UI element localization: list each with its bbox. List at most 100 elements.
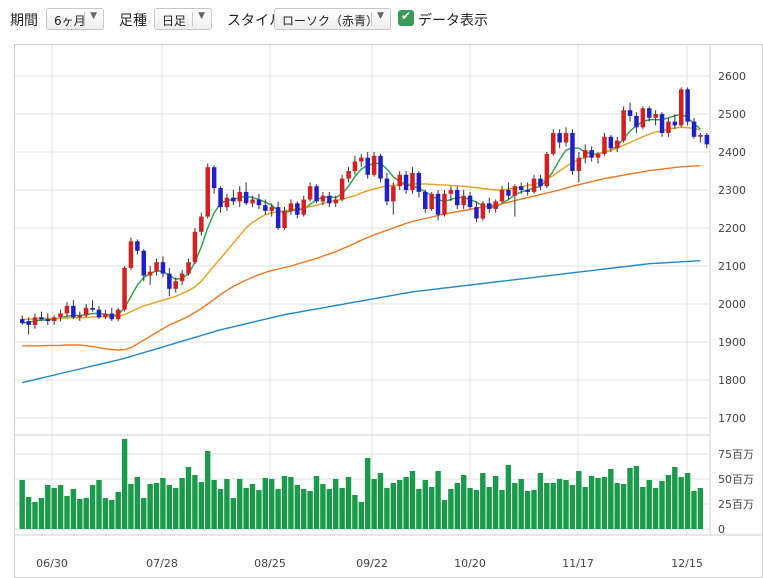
volume-bar: [365, 458, 371, 529]
volume-bar: [230, 498, 236, 529]
candle-body: [423, 191, 428, 209]
candle-body: [237, 191, 242, 202]
x-tick-label: 09/22: [356, 557, 388, 570]
volume-bar: [448, 489, 454, 529]
volume-bar: [243, 488, 249, 529]
volume-bar: [582, 487, 588, 529]
period-select[interactable]: 6ヶ月 ▼: [46, 8, 104, 30]
candle-body: [704, 134, 710, 145]
volume-bar: [467, 488, 473, 529]
data-display-checkbox[interactable]: ✔: [398, 9, 414, 26]
moving-average-line: [22, 165, 701, 351]
volume-bar: [192, 475, 198, 529]
candle-body: [160, 262, 166, 274]
candle-body: [154, 262, 159, 272]
moving-average-line: [22, 260, 701, 384]
candle-body: [45, 319, 51, 322]
volume-bar: [352, 495, 358, 529]
volume-bar: [659, 481, 665, 529]
candle-body: [499, 190, 505, 202]
x-tick-label: 11/17: [562, 557, 594, 570]
candle-body: [525, 190, 530, 192]
candle-body: [698, 134, 703, 137]
volume-bar: [294, 485, 300, 529]
volume-bar: [473, 490, 480, 529]
candle-body: [52, 317, 57, 322]
y-tick-label: 2200: [718, 222, 746, 235]
candle-body: [563, 133, 569, 143]
volume-bar: [166, 485, 172, 529]
volume-bar: [281, 476, 288, 529]
volume-bar: [249, 484, 256, 529]
volume-bar: [441, 500, 448, 529]
candle-body: [493, 201, 498, 209]
volume-bar: [499, 490, 505, 529]
candle-body: [455, 190, 460, 206]
candle-body: [557, 133, 562, 143]
candle-body: [147, 271, 153, 276]
volume-bar: [486, 487, 492, 529]
candle-body: [250, 199, 255, 204]
y-tick-label: 2500: [718, 108, 746, 121]
candle-body: [109, 313, 114, 320]
candle-body: [352, 161, 358, 171]
volume-bar: [70, 489, 77, 529]
candle-type-select[interactable]: 日足 ▼: [154, 8, 212, 30]
candle-body: [602, 136, 607, 154]
candle-body: [275, 207, 281, 228]
candle-body: [467, 195, 473, 208]
x-tick-label: 06/30: [36, 557, 68, 570]
candle-body: [314, 186, 319, 202]
volume-bar: [358, 502, 364, 529]
volume-bar: [576, 471, 582, 529]
volume-bar: [147, 484, 153, 529]
volume-bar: [237, 479, 243, 529]
candle-body: [627, 110, 633, 116]
candle-body: [621, 110, 626, 141]
volume-bar: [307, 491, 313, 529]
volume-bar: [512, 483, 518, 529]
candle-body: [359, 157, 364, 162]
chevron-down-icon: ▼: [198, 11, 205, 21]
candle-body: [583, 150, 588, 158]
candle-body: [403, 174, 409, 190]
candle-type-label: 足種: [119, 13, 147, 29]
volume-bar: [288, 477, 294, 529]
select-divider: [371, 12, 372, 26]
volume-bar: [371, 479, 377, 529]
volume-bar: [339, 488, 345, 529]
candle-body: [531, 178, 537, 192]
candle-body: [224, 197, 230, 208]
candle-body: [231, 197, 236, 202]
volume-bar: [301, 489, 307, 529]
volume-bar: [173, 488, 179, 529]
candle-body: [295, 203, 300, 215]
checkmark-icon: ✔: [401, 9, 412, 23]
volume-bar: [435, 471, 441, 529]
volume-bar: [217, 489, 224, 529]
y-tick-label: 1800: [718, 374, 746, 387]
candle-body: [141, 250, 146, 276]
candle-body: [512, 186, 518, 196]
volume-bar: [684, 473, 691, 529]
candle-body: [205, 167, 210, 217]
volume-bar: [153, 483, 160, 529]
volume-bar: [128, 484, 134, 529]
candle-body: [346, 171, 351, 179]
chart-area[interactable]: 2600 2500 2400 2300 2200 2100 2000 1900 1800 1700…: [14, 44, 763, 578]
volume-bar: [480, 473, 486, 529]
data-display-label[interactable]: データ表示: [418, 13, 488, 29]
candle-body: [435, 193, 441, 215]
candle-body: [538, 178, 543, 187]
volume-bar: [588, 476, 595, 529]
volume-bar: [115, 492, 121, 529]
candle-body: [327, 195, 332, 204]
candle-body: [647, 108, 652, 118]
volume-bar: [524, 491, 531, 529]
candle-body: [576, 157, 582, 171]
y-tick-label: 2400: [718, 146, 746, 159]
candle-body: [384, 178, 390, 202]
volume-bar: [518, 479, 524, 529]
candle-body: [634, 115, 639, 128]
style-select[interactable]: ローソク（赤青） ▼: [274, 8, 391, 30]
